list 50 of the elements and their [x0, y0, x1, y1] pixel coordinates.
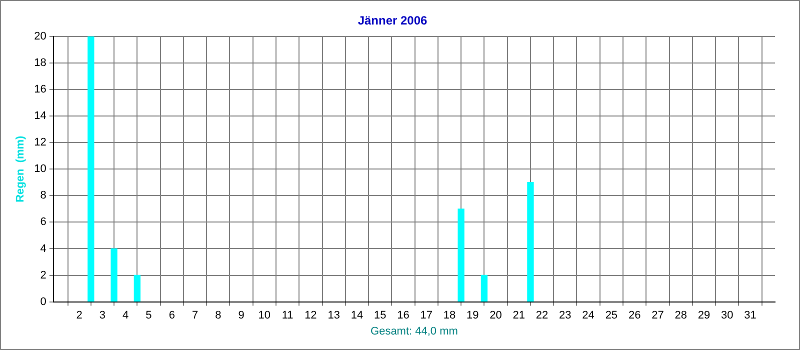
x-tick-label: 29 — [698, 309, 710, 322]
bar — [134, 274, 141, 302]
bar — [88, 36, 94, 302]
y-tick-label: 8 — [40, 190, 46, 202]
x-tick-label: 7 — [192, 309, 198, 322]
text: Gesamt: 44,0 mm — [370, 325, 458, 338]
x-tick-label: 12 — [304, 309, 317, 322]
bar — [480, 274, 488, 302]
x-tick-label: 30 — [720, 309, 734, 322]
x-tick-label: 10 — [258, 309, 271, 322]
x-tick-label: 26 — [628, 309, 641, 322]
x-tick-label: 24 — [582, 309, 594, 322]
y-tick-label: 10 — [34, 163, 46, 176]
x-tick-label: 21 — [512, 309, 526, 322]
x-tick-label: 25 — [605, 309, 618, 322]
x-tick-label: 31 — [744, 309, 756, 322]
x-tick-label: 18 — [443, 309, 456, 322]
x-tick-label: 8 — [215, 309, 222, 322]
x-tick-label: 3 — [99, 309, 106, 322]
y-tick-label: 0 — [40, 296, 46, 308]
y-tick-label: 14 — [34, 110, 46, 122]
x-tick-label: 2 — [76, 309, 82, 322]
x-tick-label: 27 — [652, 309, 664, 322]
y-tick-label: 6 — [40, 216, 46, 228]
chart-title: Jänner 2006 — [358, 14, 428, 28]
y-tick-label: 20 — [34, 30, 46, 42]
x-tick-label: 22 — [536, 309, 548, 322]
y-tick-label: 2 — [40, 269, 46, 282]
y-tick-label: 4 — [40, 242, 46, 255]
x-tick-label: 5 — [146, 309, 152, 322]
x-tick-label: 28 — [674, 309, 687, 322]
x-tick-label: 13 — [328, 309, 340, 322]
x-tick-label: 11 — [282, 309, 294, 322]
x-tick-label: 20 — [490, 309, 502, 322]
bar — [110, 248, 118, 302]
x-tick-label: 23 — [559, 309, 572, 322]
x-tick-label: 4 — [122, 309, 129, 322]
x-tick-label: 6 — [168, 309, 175, 322]
x-tick-label: 19 — [466, 309, 479, 322]
x-tick-label: 9 — [238, 309, 244, 322]
bar — [527, 182, 534, 302]
y-axis-title: Regen (mm) — [14, 135, 27, 202]
bar — [458, 208, 464, 302]
x-tick-label: 15 — [374, 309, 386, 322]
x-tick-label: 17 — [420, 309, 432, 322]
y-tick-label: 12 — [34, 136, 46, 149]
y-tick-label: 16 — [34, 84, 46, 96]
y-tick-label: 18 — [34, 56, 46, 69]
x-tick-label: 14 — [350, 309, 364, 322]
x-tick-label: 16 — [397, 309, 410, 322]
